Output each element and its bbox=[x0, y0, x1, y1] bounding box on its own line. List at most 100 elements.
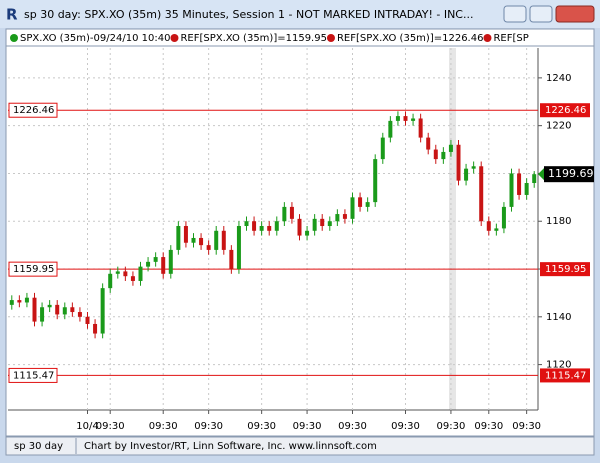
candle-body bbox=[183, 226, 188, 243]
candle-body bbox=[305, 230, 310, 236]
reference-label-box bbox=[8, 102, 58, 118]
x-tick-label: 09:30 bbox=[293, 421, 322, 432]
reference-label: 1159.95 bbox=[13, 264, 54, 275]
reference-price: 1159.95 bbox=[545, 264, 586, 275]
reference-label-box bbox=[8, 261, 58, 277]
candle-body bbox=[380, 137, 385, 160]
candle-body bbox=[327, 221, 332, 227]
candle-body bbox=[55, 304, 60, 315]
maximize-button[interactable] bbox=[529, 5, 553, 23]
candle-body bbox=[138, 266, 143, 281]
candle-body bbox=[501, 206, 506, 229]
y-tick-label: 1220 bbox=[546, 121, 571, 132]
x-tick-label: 09:30 bbox=[96, 421, 125, 432]
candle-body bbox=[206, 245, 211, 250]
candle-body bbox=[130, 276, 135, 281]
x-tick-label: 09:30 bbox=[338, 421, 367, 432]
candle-body bbox=[153, 257, 158, 262]
reference-price-box bbox=[540, 368, 590, 383]
legend-entry: SPX.XO (35m)-09/24/10 10:40 bbox=[20, 33, 170, 44]
status-text: Chart by Investor/RT, Linn Software, Inc… bbox=[84, 441, 377, 452]
candle-body bbox=[456, 144, 461, 181]
candle-body bbox=[411, 118, 416, 121]
candle-body bbox=[373, 159, 378, 203]
chart-pane bbox=[5, 45, 595, 437]
candle-body bbox=[259, 226, 264, 231]
x-tick-label: 09:30 bbox=[247, 421, 276, 432]
candle-body bbox=[486, 221, 491, 231]
candle-body bbox=[403, 116, 408, 121]
candle-body bbox=[524, 183, 529, 195]
candle-body bbox=[274, 221, 279, 231]
candle-body bbox=[358, 197, 363, 207]
candle-body bbox=[115, 271, 120, 274]
highlight-band bbox=[449, 48, 456, 410]
legend-entry: REF[SPX.XO (35m)]=1159.95 bbox=[180, 33, 327, 44]
candle-body bbox=[282, 206, 287, 222]
app-icon[interactable]: R bbox=[6, 6, 18, 24]
reference-price-box bbox=[540, 103, 590, 118]
legend-marker bbox=[10, 34, 18, 42]
candle-body bbox=[395, 116, 400, 121]
candle-body bbox=[471, 166, 476, 169]
legend-entry: REF[SP bbox=[493, 33, 528, 44]
candle-body bbox=[267, 226, 272, 231]
candle-body bbox=[100, 288, 105, 334]
candle-body bbox=[176, 226, 181, 250]
candle-body bbox=[532, 174, 537, 184]
close-button[interactable] bbox=[555, 5, 595, 23]
reference-price-box bbox=[540, 262, 590, 277]
candle-body bbox=[77, 312, 82, 317]
x-tick-label: 09:30 bbox=[512, 421, 541, 432]
legend-marker bbox=[170, 34, 179, 42]
candle-body bbox=[441, 151, 446, 160]
x-tick-label: 09:30 bbox=[149, 421, 178, 432]
x-tick-label: 09:30 bbox=[474, 421, 503, 432]
candle-body bbox=[509, 173, 514, 207]
candle-body bbox=[93, 323, 98, 334]
candle-body bbox=[433, 149, 438, 160]
candle-body bbox=[312, 218, 317, 231]
x-tick-label: 09:30 bbox=[437, 421, 466, 432]
candle-body bbox=[464, 168, 469, 181]
status-left: sp 30 day bbox=[14, 441, 63, 452]
reference-price: 1226.46 bbox=[545, 105, 586, 116]
reference-label-box bbox=[8, 367, 58, 383]
candle-body bbox=[335, 214, 340, 222]
candle-body bbox=[70, 307, 75, 313]
candle-body bbox=[62, 307, 67, 315]
candle-body bbox=[32, 297, 37, 322]
x-tick-label: 10/4 bbox=[76, 421, 98, 432]
candle-body bbox=[199, 237, 204, 246]
reference-label: 1115.47 bbox=[13, 370, 54, 381]
candle-body bbox=[168, 249, 173, 274]
candle-body bbox=[448, 144, 453, 152]
candle-body bbox=[236, 226, 241, 270]
candle-body bbox=[229, 249, 234, 270]
candle-body bbox=[350, 197, 355, 219]
last-price-box bbox=[544, 166, 594, 183]
candle-body bbox=[221, 230, 226, 250]
candle-body bbox=[479, 166, 484, 222]
candle-body bbox=[252, 221, 257, 231]
candle-body bbox=[9, 300, 14, 305]
candle-body bbox=[365, 202, 370, 207]
candle-body bbox=[388, 120, 393, 138]
candle-body bbox=[40, 307, 45, 322]
last-price-arrow bbox=[538, 168, 544, 181]
minimize-button[interactable] bbox=[503, 5, 527, 23]
y-tick-label: 1120 bbox=[546, 360, 571, 371]
candle-body bbox=[85, 316, 90, 324]
candle-body bbox=[244, 221, 249, 227]
x-tick-label: 09:30 bbox=[391, 421, 420, 432]
candle-body bbox=[320, 218, 325, 227]
title-bar bbox=[0, 0, 600, 28]
candle-body bbox=[494, 228, 499, 231]
candle-body bbox=[47, 304, 52, 308]
candle-body bbox=[108, 273, 113, 289]
candle-body bbox=[426, 137, 431, 150]
candle-body bbox=[17, 300, 22, 303]
x-tick-label: 09:30 bbox=[194, 421, 223, 432]
candle-body bbox=[214, 230, 219, 250]
